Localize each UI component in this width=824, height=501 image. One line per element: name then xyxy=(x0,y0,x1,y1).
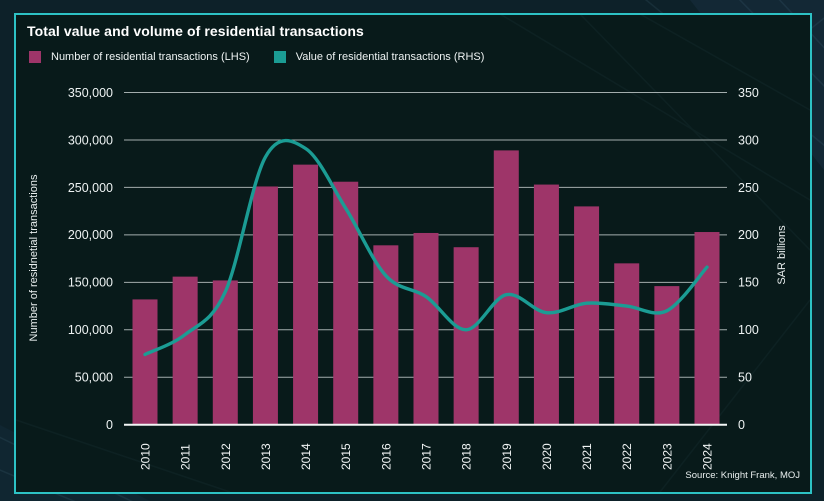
legend: Number of residential transactions (LHS)… xyxy=(29,51,484,63)
chart-panel xyxy=(14,13,812,494)
source-note: Source: Knight Frank, MOJ xyxy=(685,470,800,481)
legend-label-bars: Number of residential transactions (LHS) xyxy=(51,51,250,63)
legend-item-line: Value of residential transactions (RHS) xyxy=(273,51,485,63)
legend-swatch-line xyxy=(273,51,286,63)
legend-item-bars: Number of residential transactions (LHS) xyxy=(29,51,250,63)
right-axis-title: SAR billions xyxy=(776,225,788,285)
legend-swatch-bars xyxy=(29,51,41,63)
chart-title: Total value and volume of residential tr… xyxy=(27,23,364,39)
left-axis-title: Number of residnetial transactions xyxy=(28,174,40,342)
legend-label-line: Value of residential transactions (RHS) xyxy=(295,51,485,63)
